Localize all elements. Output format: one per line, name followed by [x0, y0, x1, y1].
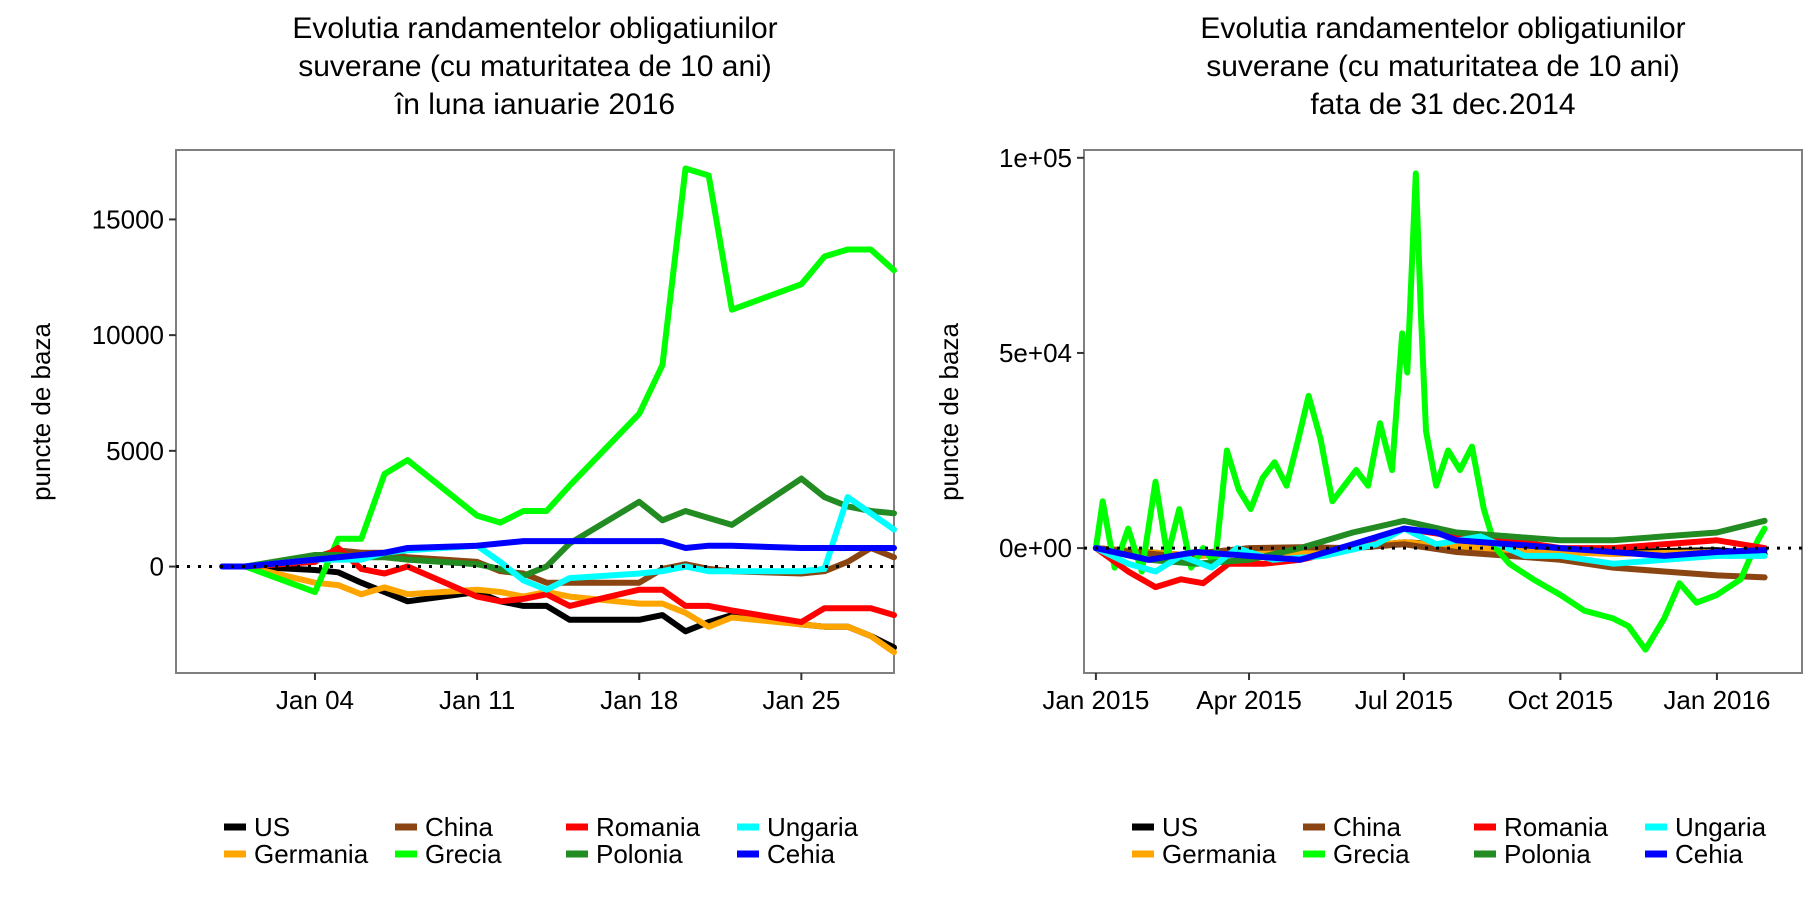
left-legend-item-cehia: Cehia [737, 839, 835, 869]
right-legend-label-germania: Germania [1162, 839, 1277, 869]
right-legend-item-polonia: Polonia [1474, 839, 1591, 869]
right-legend-item-cehia: Cehia [1645, 839, 1743, 869]
left-x-tick-label: Jan 25 [762, 685, 840, 715]
right-panel: Evolutia randamentelor obligatiunilor su… [934, 12, 1803, 869]
right-legend-item-romania: Romania [1474, 812, 1609, 842]
left-y-tick-label: 5000 [106, 436, 164, 466]
left-y-tick-label: 0 [150, 552, 164, 582]
left-legend-label-cehia: Cehia [767, 839, 835, 869]
left-panel: Evolutia randamentelor obligatiunilor su… [26, 12, 897, 869]
right-x-tick-label: Apr 2015 [1196, 685, 1302, 715]
right-series-line-cehia [1092, 525, 1768, 563]
right-x-tick-label: Jan 2015 [1042, 685, 1149, 715]
left-legend-label-germania: Germania [254, 839, 369, 869]
left-title-line-3: în luna ianuarie 2016 [394, 88, 675, 121]
left-legend-item-romania: Romania [566, 812, 701, 842]
right-legend-item-us: US [1132, 812, 1198, 842]
right-legend: US China Romania Ungaria Germania Grecia Polon… [1132, 812, 1767, 869]
right-title-line-1: Evolutia randamentelor obligatiunilor [1200, 12, 1685, 45]
right-plot-area [1083, 149, 1803, 674]
left-x-tick-label: Jan 18 [600, 685, 678, 715]
left-legend-item-grecia: Grecia [395, 839, 502, 869]
right-legend-label-polonia: Polonia [1504, 839, 1591, 869]
left-legend-label-us: US [254, 812, 290, 842]
left-series-line-cehia [219, 538, 897, 570]
left-y-tick-label: 15000 [92, 204, 164, 234]
right-legend-item-china: China [1303, 812, 1401, 842]
left-legend-item-china: China [395, 812, 493, 842]
left-y-tick-label: 10000 [92, 320, 164, 350]
right-series-line-ungaria [1092, 525, 1768, 575]
left-legend-item-ungaria: Ungaria [737, 812, 859, 842]
right-legend-label-china: China [1333, 812, 1401, 842]
left-legend-item-germania: Germania [224, 839, 369, 869]
left-legend: US China Romania Ungaria Germania Grecia Polon… [224, 812, 859, 869]
left-legend-label-ungaria: Ungaria [767, 812, 859, 842]
right-y-axis-label: puncte de baza [934, 323, 964, 501]
left-title-line-2: suverane (cu maturitatea de 10 ani) [298, 50, 772, 83]
right-legend-label-ungaria: Ungaria [1675, 812, 1767, 842]
right-legend-item-germania: Germania [1132, 839, 1277, 869]
left-legend-label-polonia: Polonia [596, 839, 683, 869]
left-legend-label-china: China [425, 812, 493, 842]
left-series-line-grecia [219, 165, 897, 595]
left-series-group [219, 165, 897, 656]
right-y-tick-label: 1e+05 [999, 143, 1072, 173]
left-legend-label-romania: Romania [596, 812, 701, 842]
right-x-tick-label: Jan 2016 [1663, 685, 1770, 715]
left-legend-label-grecia: Grecia [425, 839, 502, 869]
right-legend-item-ungaria: Ungaria [1645, 812, 1767, 842]
right-x-tick-label: Jul 2015 [1355, 685, 1453, 715]
right-x-tick-label: Oct 2015 [1508, 685, 1614, 715]
left-legend-item-us: US [224, 812, 290, 842]
right-title-line-2: suverane (cu maturitatea de 10 ani) [1206, 50, 1680, 83]
left-y-axis-label: puncte de baza [26, 323, 56, 501]
right-legend-label-us: US [1162, 812, 1198, 842]
left-title-line-1: Evolutia randamentelor obligatiunilor [292, 12, 777, 45]
right-y-tick-label: 0e+00 [999, 533, 1072, 563]
left-legend-item-polonia: Polonia [566, 839, 683, 869]
right-legend-label-grecia: Grecia [1333, 839, 1410, 869]
right-legend-label-romania: Romania [1504, 812, 1609, 842]
right-y-tick-label: 5e+04 [999, 338, 1072, 368]
right-legend-label-cehia: Cehia [1675, 839, 1743, 869]
left-series-line-germania [219, 563, 897, 656]
left-x-tick-label: Jan 04 [276, 685, 354, 715]
left-series-line-ungaria [219, 494, 897, 593]
right-title-line-3: fata de 31 dec.2014 [1310, 88, 1575, 121]
right-legend-item-grecia: Grecia [1303, 839, 1410, 869]
left-x-tick-label: Jan 11 [439, 685, 515, 715]
